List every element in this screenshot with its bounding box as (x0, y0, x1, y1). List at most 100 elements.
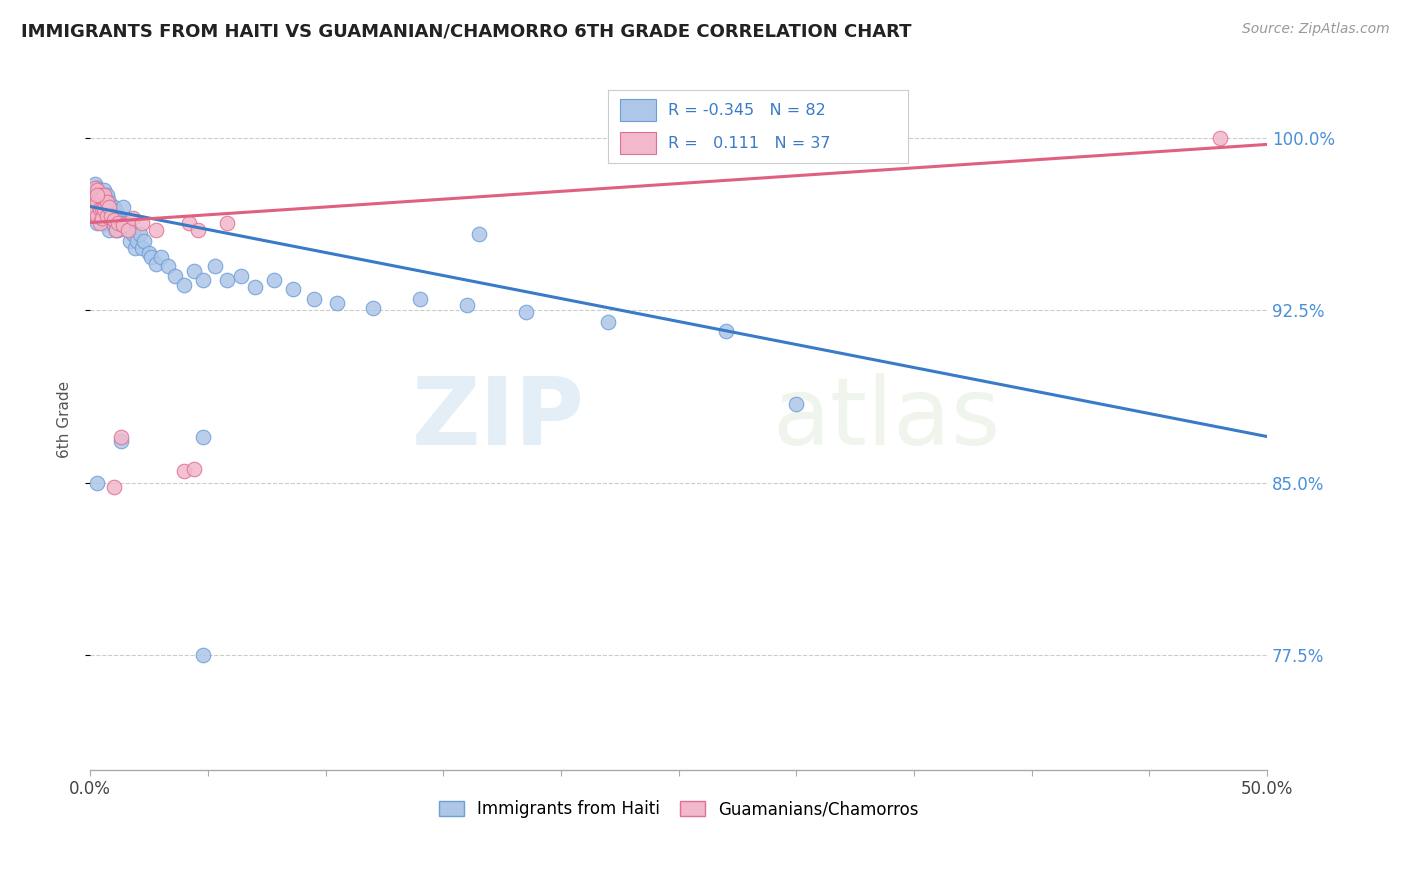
Point (173, 464, 195, 478)
Point (86, 202, 108, 216)
Point (131, 241, 153, 255)
Point (98, 222, 121, 236)
Point (86, 475, 108, 490)
Point (86, 216, 108, 230)
Point (121, 227, 143, 241)
Point (82, 188, 104, 202)
Point (86, 188, 108, 202)
Point (124, 241, 146, 255)
Point (110, 434, 132, 449)
Point (110, 429, 132, 443)
Point (86, 194, 108, 209)
Point (93, 204, 115, 219)
Point (89, 186, 111, 200)
Point (105, 222, 128, 236)
Point (1209, 130, 1232, 145)
Point (145, 257, 167, 271)
Point (96, 204, 118, 219)
Point (91, 188, 114, 202)
Point (86, 183, 108, 197)
Point (96, 209, 118, 223)
Legend: Immigrants from Haiti, Guamanians/Chamorros: Immigrants from Haiti, Guamanians/Chamor… (432, 794, 925, 825)
Point (100, 200, 122, 214)
Point (229, 268, 252, 283)
Point (163, 268, 186, 283)
Text: ZIP: ZIP (412, 373, 585, 466)
Point (596, 314, 619, 328)
Point (91, 211, 114, 225)
Point (149, 250, 172, 264)
Point (215, 216, 238, 230)
Point (84, 204, 107, 219)
Point (127, 234, 149, 248)
Point (89, 211, 111, 225)
Point (107, 209, 129, 223)
Point (86, 200, 108, 214)
Point (89, 202, 111, 216)
Point (105, 204, 128, 219)
Point (120, 234, 142, 248)
Point (86, 188, 108, 202)
Point (215, 273, 238, 287)
Point (84, 194, 107, 209)
Y-axis label: 6th Grade: 6th Grade (58, 381, 72, 458)
Point (91, 193, 114, 207)
Point (89, 202, 111, 216)
Point (86, 209, 108, 223)
Point (128, 227, 150, 241)
Point (173, 277, 195, 292)
Point (82, 194, 104, 209)
Point (93, 183, 115, 197)
Point (103, 200, 125, 214)
Text: Source: ZipAtlas.com: Source: ZipAtlas.com (1241, 22, 1389, 37)
Point (91, 202, 114, 216)
Point (156, 260, 179, 274)
Point (110, 216, 132, 230)
Point (112, 218, 135, 232)
Point (138, 245, 160, 260)
Text: atlas: atlas (773, 373, 1001, 466)
Point (98, 194, 121, 209)
Point (456, 298, 478, 312)
Point (93, 188, 115, 202)
Point (134, 234, 156, 248)
Point (103, 480, 125, 494)
Point (145, 222, 167, 236)
Point (117, 222, 139, 236)
Point (82, 188, 104, 202)
Point (89, 197, 111, 211)
Point (187, 222, 209, 236)
Point (84, 181, 107, 195)
Point (243, 280, 266, 294)
Point (98, 200, 121, 214)
Point (98, 209, 121, 223)
Point (714, 324, 737, 338)
Point (281, 282, 304, 296)
Point (100, 209, 122, 223)
Point (114, 216, 136, 230)
Point (105, 222, 128, 236)
Point (91, 190, 114, 204)
Point (131, 216, 153, 230)
Point (89, 216, 111, 230)
Point (93, 200, 115, 214)
Point (89, 188, 111, 202)
Point (121, 211, 143, 225)
Point (785, 397, 807, 411)
Point (82, 194, 104, 209)
Point (107, 216, 129, 230)
Point (409, 292, 432, 306)
Point (112, 200, 135, 214)
Point (107, 222, 129, 236)
Point (84, 188, 107, 202)
Point (96, 216, 118, 230)
Point (93, 216, 115, 230)
Text: IMMIGRANTS FROM HAITI VS GUAMANIAN/CHAMORRO 6TH GRADE CORRELATION CHART: IMMIGRANTS FROM HAITI VS GUAMANIAN/CHAMO… (21, 22, 911, 40)
Point (204, 260, 226, 274)
Point (82, 204, 104, 219)
Point (515, 305, 537, 319)
Point (183, 461, 205, 475)
Point (103, 218, 125, 232)
Point (96, 190, 118, 204)
Point (84, 177, 107, 191)
